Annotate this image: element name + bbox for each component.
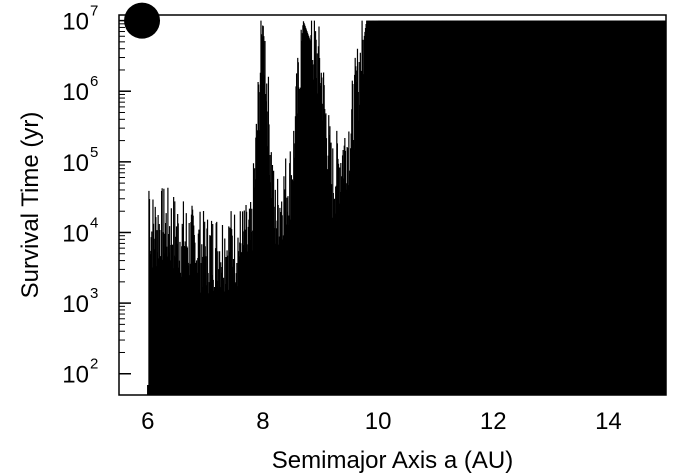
y-tick-exponent: 3: [90, 285, 98, 302]
y-tick-label: 10: [62, 362, 89, 389]
planet-marker: [124, 2, 161, 39]
stable-region: [378, 20, 666, 396]
y-axis-label: Survival Time (yr): [17, 112, 44, 299]
y-tick-exponent: 4: [90, 214, 98, 231]
y-tick-label: 10: [62, 291, 89, 318]
y-tick-label: 10: [62, 9, 89, 36]
x-tick-label: 8: [256, 408, 269, 435]
bars-layer: [148, 20, 667, 396]
y-tick-label: 10: [62, 79, 89, 106]
x-axis: 6 8 10 12 14: [141, 385, 622, 435]
plot-frame: [118, 14, 667, 396]
y-tick-exponent: 2: [90, 356, 98, 373]
y-tick-label: 10: [62, 150, 89, 177]
x-axis-label: Semimajor Axis a (AU): [272, 447, 513, 474]
x-tick-label: 10: [365, 408, 392, 435]
y-tick-label: 10: [62, 220, 89, 247]
x-tick-label: 12: [480, 408, 507, 435]
x-tick-label: 6: [141, 408, 154, 435]
x-tick-label: 14: [595, 408, 622, 435]
y-tick-exponent: 5: [90, 144, 98, 161]
y-tick-exponent: 7: [90, 3, 98, 20]
y-tick-exponent: 6: [90, 73, 98, 90]
